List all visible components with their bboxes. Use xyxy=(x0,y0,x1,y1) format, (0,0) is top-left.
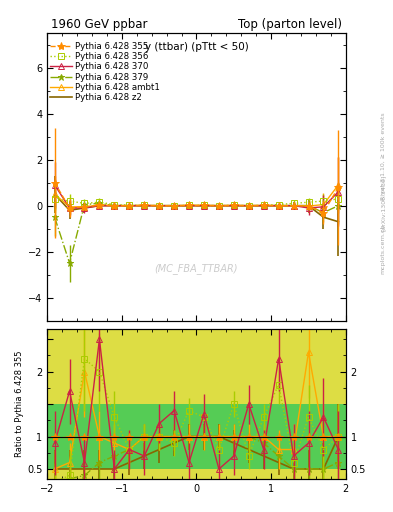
Text: mcplots.cern.ch: mcplots.cern.ch xyxy=(381,223,386,274)
Text: Top (parton level): Top (parton level) xyxy=(238,18,342,31)
Text: (MC_FBA_TTBAR): (MC_FBA_TTBAR) xyxy=(155,263,238,274)
Legend: Pythia 6.428 355, Pythia 6.428 356, Pythia 6.428 370, Pythia 6.428 379, Pythia 6: Pythia 6.428 355, Pythia 6.428 356, Pyth… xyxy=(50,42,160,102)
Y-axis label: Ratio to Pythia 6.428 355: Ratio to Pythia 6.428 355 xyxy=(15,351,24,457)
Text: [arXiv:1306.3436]: [arXiv:1306.3436] xyxy=(381,175,386,231)
Text: Rivet 3.1.10, ≥ 100k events: Rivet 3.1.10, ≥ 100k events xyxy=(381,113,386,200)
Text: 1960 GeV ppbar: 1960 GeV ppbar xyxy=(51,18,148,31)
Text: y (ttbar) (pTtt < 50): y (ttbar) (pTtt < 50) xyxy=(145,42,248,52)
